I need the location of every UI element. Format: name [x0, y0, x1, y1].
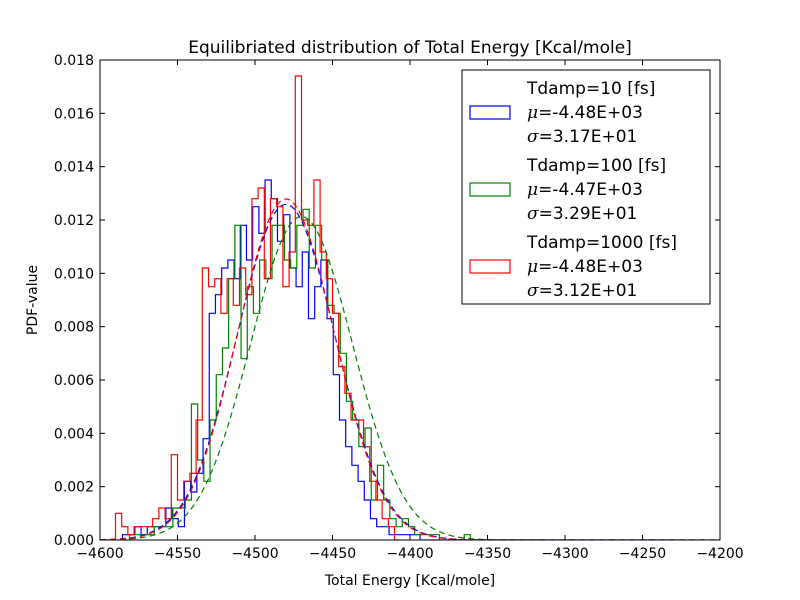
- x-tick-label: −4450: [309, 546, 356, 562]
- chart-title: Equilibriated distribution of Total Ener…: [188, 38, 632, 58]
- y-axis-label: PDF-value: [25, 265, 41, 335]
- y-tick-label: 0.002: [54, 480, 94, 496]
- y-tick-label: 0.008: [54, 320, 94, 336]
- x-tick-label: −4500: [231, 546, 278, 562]
- y-tick-label: 0.012: [54, 213, 94, 229]
- legend-swatch-2: [469, 259, 511, 274]
- legend-box: [461, 69, 711, 305]
- y-tick-label: 0.006: [54, 373, 94, 389]
- legend-swatch-1: [469, 182, 511, 197]
- legend-mu: μ=-4.47E+03: [527, 180, 643, 200]
- y-tick-label: 0.014: [54, 160, 94, 176]
- histogram-series-2: [114, 75, 401, 540]
- fit-curve-series-2: [100, 198, 720, 540]
- legend-name: Tdamp=1000 [fs]: [526, 233, 677, 253]
- x-axis-label: Total Energy [Kcal/mole]: [324, 573, 495, 589]
- axes: −4600 −4550 −4500 −4450 −4400 −4350 −4300 −4250…: [54, 53, 744, 562]
- legend-name: Tdamp=10 [fs]: [526, 79, 655, 99]
- x-tick-label: −4350: [464, 546, 511, 562]
- legend-sigma: σ=3.29E+01: [527, 204, 637, 224]
- x-tick-label: −4300: [541, 546, 588, 562]
- legend-name: Tdamp=100 [fs]: [526, 156, 666, 176]
- x-tick-label: −4550: [154, 546, 201, 562]
- y-tick-label: 0.016: [54, 106, 94, 122]
- x-tick-label: −4600: [76, 546, 123, 562]
- fit-curve-series-1: [100, 216, 720, 540]
- x-tick-label: −4400: [386, 546, 433, 562]
- y-tick-label: 0.000: [54, 533, 94, 549]
- legend-sigma: σ=3.12E+01: [527, 281, 637, 301]
- legend-swatch-0: [469, 105, 511, 120]
- histogram-series-0: [103, 179, 675, 540]
- y-tick-label: 0.018: [54, 53, 94, 69]
- legend-mu: μ=-4.48E+03: [527, 257, 643, 277]
- fit-curve-series-0: [100, 203, 720, 540]
- legend-sigma: σ=3.17E+01: [527, 127, 637, 147]
- x-tick-label: −4250: [619, 546, 666, 562]
- y-tick-label: 0.004: [54, 426, 94, 442]
- x-tick-label: −4200: [696, 546, 743, 562]
- legend: Tdamp=10 [fs] μ=-4.48E+03 σ=3.17E+01 Tdamp=…: [461, 69, 711, 305]
- plot-area: [100, 75, 720, 540]
- legend-mu: μ=-4.48E+03: [527, 103, 643, 123]
- y-tick-label: 0.010: [54, 266, 94, 282]
- histogram-series-1: [128, 208, 545, 540]
